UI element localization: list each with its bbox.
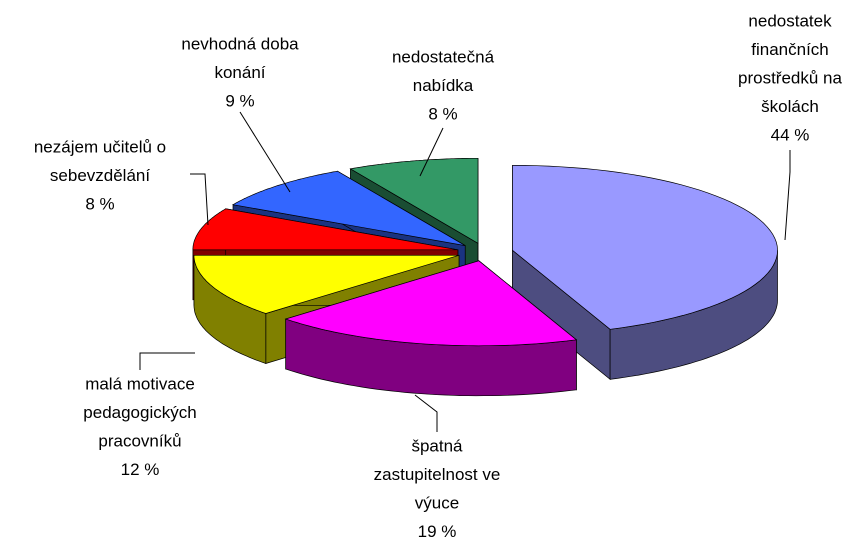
slice-label: nabídka xyxy=(413,76,474,95)
slice-label: sebevzdělání xyxy=(50,166,150,185)
value-label: 8 % xyxy=(428,104,457,123)
slice-top xyxy=(349,157,479,244)
slice-label: zastupitelnost ve xyxy=(374,465,501,484)
slice-label: nezájem učitelů o xyxy=(34,137,166,156)
slice-label: prostředků na xyxy=(738,68,842,87)
slice-top xyxy=(231,170,466,246)
leader-line xyxy=(239,111,291,193)
slice-label: finančních xyxy=(751,40,829,59)
value-label: 44 % xyxy=(771,125,810,144)
slice-top xyxy=(192,208,458,251)
value-label: 8 % xyxy=(85,194,114,213)
slice-label: pedagogických xyxy=(83,403,196,422)
slice-top xyxy=(284,260,578,347)
value-label: 19 % xyxy=(418,522,457,541)
leader-line xyxy=(190,173,209,226)
leader-line xyxy=(139,352,195,370)
leader-line xyxy=(414,394,438,432)
slice xyxy=(284,260,578,397)
slice-label: nedostatek xyxy=(748,11,832,30)
slice-top xyxy=(512,164,778,330)
slice xyxy=(512,164,778,381)
slice-top xyxy=(193,254,460,314)
slice-label: školách xyxy=(761,97,819,116)
slice-label: malá motivace xyxy=(85,374,195,393)
value-label: 12 % xyxy=(121,460,160,479)
slice-label: špatná xyxy=(411,436,463,455)
slice-label: pracovníků xyxy=(98,431,181,450)
slice-label: nedostatečná xyxy=(392,47,495,66)
leader-line xyxy=(784,150,791,241)
slice-label: konání xyxy=(214,63,265,82)
value-label: 9 % xyxy=(225,91,254,110)
slice-label: výuce xyxy=(415,493,459,512)
slice-label: nevhodná doba xyxy=(181,34,299,53)
leader-line xyxy=(419,127,444,177)
